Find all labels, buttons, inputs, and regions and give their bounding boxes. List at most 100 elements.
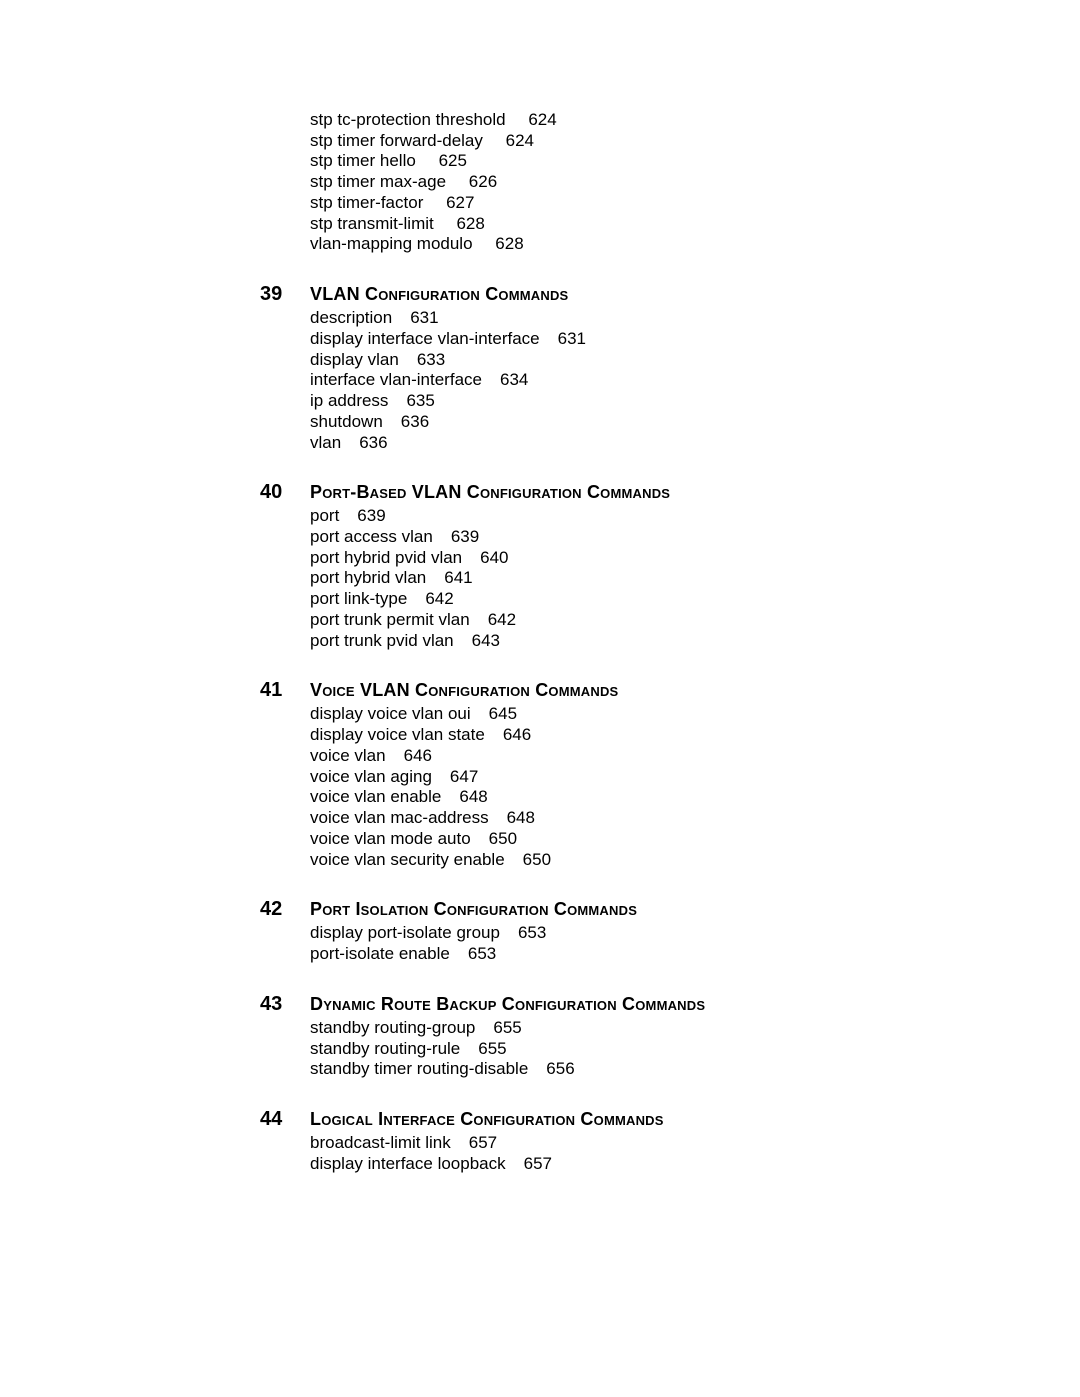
toc-entry: stp timer forward-delay 624: [310, 131, 930, 152]
toc-section-title: Logical Interface Configuration Commands: [310, 1109, 664, 1130]
toc-section-number: 43: [260, 993, 310, 1016]
toc-entry-page: 628: [456, 214, 484, 233]
toc-section-number: 42: [260, 898, 310, 921]
toc-entry-label: stp timer max-age: [310, 172, 446, 191]
toc-section-head: 40 Port-Based VLAN Configuration Command…: [260, 481, 930, 504]
toc-section-number: 44: [260, 1108, 310, 1131]
toc-entry-label: stp tc-protection threshold: [310, 110, 506, 129]
toc-entry-label: display voice vlan state: [310, 725, 485, 744]
toc-entry: port639: [310, 506, 930, 527]
toc-entry-label: broadcast-limit link: [310, 1133, 451, 1152]
toc-entry-page: 626: [469, 172, 497, 191]
toc-section: 44 Logical Interface Configuration Comma…: [260, 1108, 930, 1174]
toc-entry-label: description: [310, 308, 392, 327]
toc-entries-block: standby routing-group655 standby routing…: [260, 1018, 930, 1080]
toc-entry-page: 648: [459, 787, 487, 806]
toc-entries-block: description 631 display interface vlan-in…: [260, 308, 930, 453]
toc-entry-label: display interface loopback: [310, 1154, 506, 1173]
toc-entry: stp tc-protection threshold 624: [310, 110, 930, 131]
toc-entry-page: 643: [472, 631, 500, 650]
toc-entry-label: display vlan: [310, 350, 399, 369]
toc-entry: voice vlan mode auto650: [310, 829, 930, 850]
toc-entry-page: 639: [451, 527, 479, 546]
toc-section-head: 42 Port Isolation Configuration Commands: [260, 898, 930, 921]
toc-entry-page: 646: [503, 725, 531, 744]
toc-entry: broadcast-limit link 657: [310, 1133, 930, 1154]
toc-entry: port-isolate enable 653: [310, 944, 930, 965]
toc-entry: stp timer-factor 627: [310, 193, 930, 214]
toc-section-number: 40: [260, 481, 310, 504]
toc-entries-block: broadcast-limit link 657 display interfac…: [260, 1133, 930, 1174]
toc-entry-page: 634: [500, 370, 528, 389]
toc-entry-page: 639: [357, 506, 385, 525]
toc-entry-page: 653: [468, 944, 496, 963]
toc-section-title: Port-Based VLAN Configuration Commands: [310, 482, 670, 503]
toc-entry: display voice vlan state 646: [310, 725, 930, 746]
toc-entry: standby routing-rule 655: [310, 1039, 930, 1060]
toc-section-number: 39: [260, 283, 310, 306]
toc-entry: vlan-mapping modulo 628: [310, 234, 930, 255]
toc-entry-label: port hybrid vlan: [310, 568, 426, 587]
toc-section-title: Port Isolation Configuration Commands: [310, 899, 637, 920]
toc-entry: interface vlan-interface 634: [310, 370, 930, 391]
toc-entry-label: port hybrid pvid vlan: [310, 548, 462, 567]
toc-entry: display voice vlan oui645: [310, 704, 930, 725]
toc-entry-label: interface vlan-interface: [310, 370, 482, 389]
toc-page: stp tc-protection threshold 624 stp time…: [0, 0, 1080, 1397]
toc-entry-label: display port-isolate group: [310, 923, 500, 942]
toc-section: 42 Port Isolation Configuration Commands…: [260, 898, 930, 964]
toc-entry-page: 628: [495, 234, 523, 253]
toc-section-title: Voice VLAN Configuration Commands: [310, 680, 618, 701]
toc-entry-page: 647: [450, 767, 478, 786]
toc-entry-label: shutdown: [310, 412, 383, 431]
toc-entry: display interface loopback657: [310, 1154, 930, 1175]
toc-entry-label: voice vlan security enable: [310, 850, 505, 869]
toc-entry-label: stp timer forward-delay: [310, 131, 483, 150]
toc-entries-block: display port-isolate group 653 port-isola…: [260, 923, 930, 964]
toc-entry: display interface vlan-interface631: [310, 329, 930, 350]
toc-entry: standby routing-group 655: [310, 1018, 930, 1039]
toc-entry-page: 631: [410, 308, 438, 327]
toc-entries-block: display voice vlan oui645 display voice …: [260, 704, 930, 870]
toc-entry-page: 648: [507, 808, 535, 827]
toc-entry: stp transmit-limit 628: [310, 214, 930, 235]
toc-entry-page: 655: [493, 1018, 521, 1037]
toc-entry: port trunk pvid vlan643: [310, 631, 930, 652]
toc-entry: port link-type642: [310, 589, 930, 610]
toc-entry-label: port-isolate enable: [310, 944, 450, 963]
toc-entry: stp timer max-age 626: [310, 172, 930, 193]
toc-entry: port trunk permit vlan 642: [310, 610, 930, 631]
toc-entry: voice vlan646: [310, 746, 930, 767]
toc-entry-page: 641: [444, 568, 472, 587]
toc-entry: display port-isolate group 653: [310, 923, 930, 944]
toc-entry-page: 642: [488, 610, 516, 629]
toc-entry-page: 655: [478, 1039, 506, 1058]
toc-entry: voice vlan mac-address 648: [310, 808, 930, 829]
toc-entry-label: stp timer-factor: [310, 193, 423, 212]
toc-section-head: 41 Voice VLAN Configuration Commands: [260, 679, 930, 702]
toc-entry-label: port access vlan: [310, 527, 433, 546]
toc-section-title: VLAN Configuration Commands: [310, 284, 568, 305]
toc-entry: stp timer hello 625: [310, 151, 930, 172]
toc-entry: port access vlan 639: [310, 527, 930, 548]
toc-section-title: Dynamic Route Backup Configuration Comma…: [310, 994, 705, 1015]
toc-entry-label: voice vlan mac-address: [310, 808, 489, 827]
toc-entry: port hybrid vlan 641: [310, 568, 930, 589]
toc-section-head: 39 VLAN Configuration Commands: [260, 283, 930, 306]
toc-entry-page: 653: [518, 923, 546, 942]
toc-entry-label: standby routing-rule: [310, 1039, 460, 1058]
toc-entry: ip address635: [310, 391, 930, 412]
toc-section: 40 Port-Based VLAN Configuration Command…: [260, 481, 930, 651]
toc-entry-page: 657: [469, 1133, 497, 1152]
toc-entry: description 631: [310, 308, 930, 329]
toc-entry: shutdown636: [310, 412, 930, 433]
toc-entry-page: 625: [439, 151, 467, 170]
toc-entry-page: 627: [446, 193, 474, 212]
toc-section-number: 41: [260, 679, 310, 702]
toc-entry-label: ip address: [310, 391, 388, 410]
toc-entries-block: port639 port access vlan 639 port hybrid …: [260, 506, 930, 651]
toc-entry-label: vlan-mapping modulo: [310, 234, 473, 253]
toc-entry: port hybrid pvid vlan640: [310, 548, 930, 569]
toc-entry-label: standby routing-group: [310, 1018, 475, 1037]
toc-entry-label: port trunk permit vlan: [310, 610, 470, 629]
